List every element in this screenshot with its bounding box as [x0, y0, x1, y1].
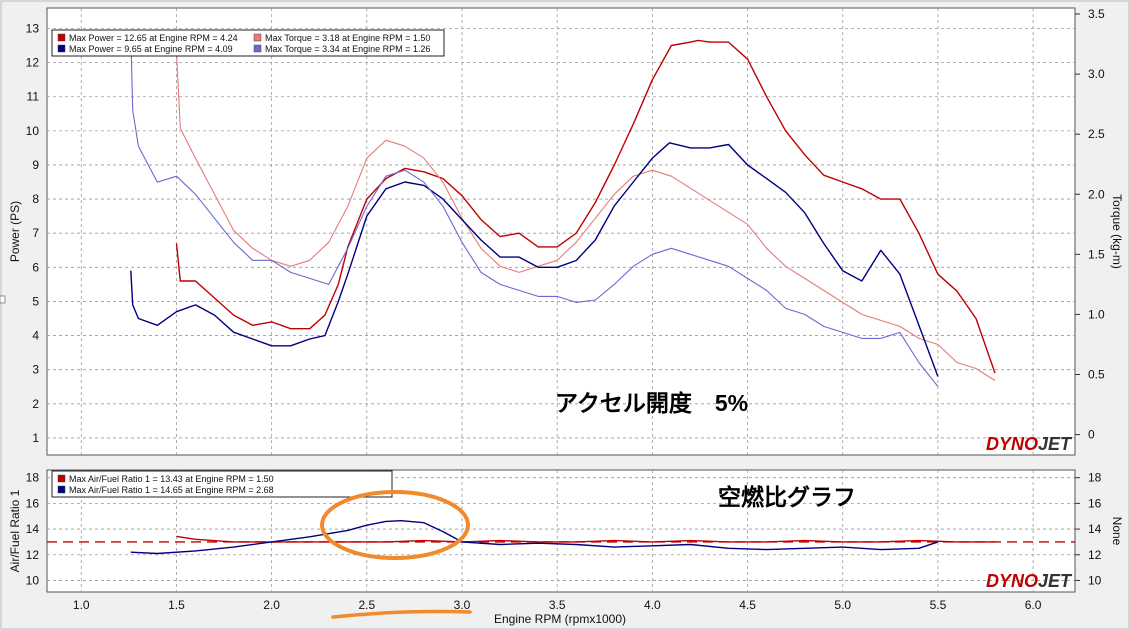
legend-entry: Max Air/Fuel Ratio 1 = 14.65 at Engine R…	[69, 485, 274, 495]
x-axis-label: Engine RPM (rpmx1000)	[494, 612, 626, 626]
y2-tick-label: 2.5	[1088, 127, 1105, 141]
y-tick-label: 7	[32, 226, 39, 240]
chart-panel-air-fuel: 1.0 1.5 2.0 2.5 3.0 3.5 4.0 4.5 5.0 5.5 6.0 10 12 14 1…	[8, 469, 1124, 626]
x-tick-label: 4.5	[739, 598, 756, 612]
highlight-ellipse	[320, 490, 470, 560]
y-tick-label: 12	[26, 548, 40, 562]
series-line-torque_run1	[175, 52, 996, 381]
plot-area	[46, 7, 1076, 456]
dynojet-logo-dyno: DYNO	[986, 434, 1038, 454]
y2-tick-label: 10	[1088, 573, 1102, 587]
y2-tick-label: 1.0	[1088, 307, 1105, 321]
y-tick-label: 6	[32, 260, 39, 274]
y-tick-label: 9	[32, 158, 39, 172]
x-tick-label: 5.0	[834, 598, 851, 612]
y2-tick-label: 12	[1088, 548, 1102, 562]
y2-axis-label: Torque (kg-m)	[1110, 194, 1124, 269]
y-tick-label: 8	[32, 192, 39, 206]
dynojet-logo-jet: JET	[1038, 434, 1073, 454]
x-tick-label: 1.5	[168, 598, 185, 612]
y-tick-label: 10	[26, 573, 40, 587]
series-line-power_run1	[175, 39, 996, 374]
y-axis-label: Air/Fuel Ratio 1	[8, 489, 22, 572]
highlight-underline	[331, 609, 472, 619]
legend-entry: Max Air/Fuel Ratio 1 = 13.43 at Engine R…	[69, 474, 274, 484]
dynojet-logo-dyno: DYNO	[986, 571, 1038, 591]
y-axis-label: Power (PS)	[8, 201, 22, 262]
y2-axis-label: None	[1110, 517, 1124, 546]
y-tick-label: 10	[26, 124, 40, 138]
y-tick-label: 1	[32, 431, 39, 445]
y2-tick-label: 0	[1088, 428, 1095, 442]
y-tick-label: 12	[26, 56, 40, 70]
legend-swatch	[57, 485, 66, 494]
y-tick-label: 11	[27, 90, 40, 104]
y2-tick-label: 18	[1088, 471, 1102, 485]
y-tick-label: 18	[26, 471, 40, 485]
series-line-afr_run2	[130, 520, 939, 555]
y2-tick-label: 16	[1088, 496, 1102, 510]
y2-tick-label: 2.0	[1088, 187, 1105, 201]
legend: Max Power = 12.65 at Engine RPM = 4.24 Ma…	[51, 29, 445, 57]
legend-box	[51, 470, 393, 498]
legend-swatch	[253, 33, 262, 42]
annotation-text: アクセル開度 5%	[555, 390, 748, 416]
dynojet-logo-jet: JET	[1038, 571, 1073, 591]
legend-swatch	[57, 33, 66, 42]
chart-panel-power-torque: 1234567891011121300.51.01.52.02.53.03.5P…	[8, 7, 1124, 456]
legend-swatch	[57, 474, 66, 483]
y2-tick-label: 3.0	[1088, 67, 1105, 81]
y2-tick-label: 1.5	[1088, 247, 1105, 261]
series-line-torque_run2	[130, 33, 939, 387]
y2-tick-label: 0.5	[1088, 367, 1105, 381]
y-tick-label: 4	[32, 329, 39, 343]
dynojet-logo: DYNOJET	[986, 571, 1073, 591]
y-tick-label: 13	[26, 21, 40, 35]
y-tick-label: 3	[32, 363, 39, 377]
legend: Max Air/Fuel Ratio 1 = 13.43 at Engine R…	[51, 470, 393, 498]
y2-tick-label: 3.5	[1088, 7, 1105, 21]
y-tick-label: 5	[32, 294, 39, 308]
x-tick-label: 3.0	[454, 598, 471, 612]
x-tick-label: 3.5	[549, 598, 566, 612]
x-tick-label: 2.0	[263, 598, 280, 612]
x-tick-label: 6.0	[1025, 598, 1042, 612]
annotation-text: 空燃比グラフ	[718, 484, 856, 510]
legend-swatch	[57, 44, 66, 53]
legend-entry: Max Torque = 3.18 at Engine RPM = 1.50	[265, 33, 430, 43]
legend-entry: Max Torque = 3.34 at Engine RPM = 1.26	[265, 44, 430, 54]
splitter-handle	[0, 295, 6, 304]
legend-entry: Max Power = 12.65 at Engine RPM = 4.24	[69, 33, 238, 43]
x-tick-label: 1.0	[73, 598, 90, 612]
x-tick-label: 2.5	[358, 598, 375, 612]
series-line-afr_run1	[176, 535, 995, 543]
y2-tick-label: 14	[1088, 522, 1102, 536]
y-tick-label: 2	[32, 397, 39, 411]
legend-box	[51, 29, 445, 57]
y-tick-label: 14	[26, 522, 40, 536]
legend-entry: Max Power = 9.65 at Engine RPM = 4.09	[69, 44, 233, 54]
legend-swatch	[253, 44, 262, 53]
x-tick-label: 4.0	[644, 598, 661, 612]
series-line-power_run2	[130, 142, 939, 377]
x-tick-label: 5.5	[930, 598, 947, 612]
y-tick-label: 16	[26, 496, 40, 510]
dynojet-logo: DYNOJET	[986, 434, 1073, 454]
